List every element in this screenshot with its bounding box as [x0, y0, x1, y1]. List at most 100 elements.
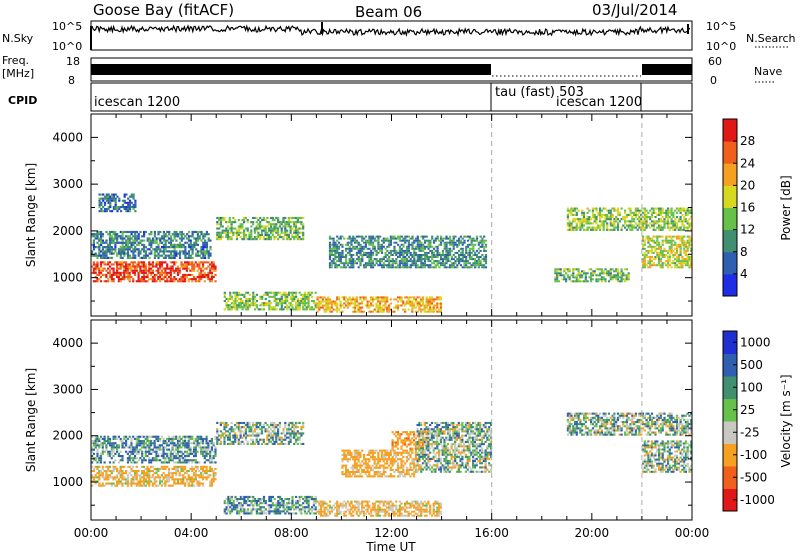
power-echo-cell — [621, 276, 623, 278]
power-echo-cell — [170, 276, 172, 278]
velocity-echo-cell — [155, 480, 157, 482]
power-echo-cell — [399, 264, 401, 266]
power-y-axis-label: Slant Range [km] — [24, 163, 38, 267]
power-echo-cell — [637, 208, 639, 210]
power-echo-cell — [653, 210, 655, 212]
velocity-echo-cell — [98, 440, 100, 442]
power-echo-cell — [358, 242, 360, 244]
power-echo-cell — [290, 230, 292, 232]
power-echo-cell — [390, 298, 392, 300]
power-echo-cell — [654, 246, 656, 248]
velocity-echo-cell — [93, 449, 95, 451]
power-echo-cell — [400, 305, 402, 307]
power-echo-cell — [120, 280, 122, 282]
power-echo-cell — [581, 210, 583, 212]
power-echo-cell — [173, 276, 175, 278]
velocity-echo-cell — [202, 468, 204, 470]
power-echo-cell — [372, 236, 374, 238]
power-echo-cell — [392, 254, 394, 256]
power-echo-cell — [247, 308, 249, 310]
power-echo-cell — [676, 264, 678, 266]
power-echo-cell — [209, 248, 211, 250]
power-echo-cell — [247, 230, 249, 232]
velocity-echo-cell — [206, 472, 208, 474]
power-echo-cell — [440, 244, 442, 246]
power-echo-cell — [123, 255, 125, 257]
velocity-echo-cell — [100, 459, 102, 461]
power-echo-cell — [204, 240, 206, 242]
velocity-echo-cell — [143, 483, 145, 485]
power-echo-cell — [277, 219, 279, 221]
power-echo-cell — [440, 307, 442, 309]
power-echo-cell — [136, 268, 138, 270]
power-echo-cell — [622, 272, 624, 274]
power-echo-cell — [617, 268, 619, 270]
power-echo-cell — [252, 221, 254, 223]
power-echo-cell — [184, 280, 186, 282]
power-echo-cell — [168, 231, 170, 233]
power-echo-cell — [642, 246, 644, 248]
velocity-echo-cell — [148, 457, 150, 459]
power-echo-cell — [106, 210, 108, 212]
velocity-echo-cell — [195, 459, 197, 461]
power-echo-cell — [662, 252, 664, 254]
power-echo-cell — [478, 258, 480, 260]
velocity-echo-cell — [154, 483, 156, 485]
power-echo-cell — [379, 236, 381, 238]
nsky-trace — [91, 22, 690, 50]
power-echo-cell — [345, 296, 347, 298]
power-echo-cell — [386, 296, 388, 298]
power-echo-cell — [98, 253, 100, 255]
power-echo-cell — [444, 264, 446, 266]
power-echo-cell — [662, 266, 664, 268]
velocity-echo-cell — [125, 442, 127, 444]
power-echo-cell — [202, 270, 204, 272]
cpid-label: CPID — [8, 94, 37, 107]
power-echo-cell — [116, 240, 118, 242]
velocity-echo-cell — [172, 485, 174, 487]
power-echo-cell — [95, 270, 97, 272]
power-echo-cell — [359, 298, 361, 300]
power-echo-cell — [453, 238, 455, 240]
velocity-echo-cell — [105, 444, 107, 446]
velocity-echo-cell — [209, 453, 211, 455]
power-echo-cell — [281, 230, 283, 232]
power-echo-cell — [651, 250, 653, 252]
power-echo-cell — [129, 263, 131, 265]
power-echo-cell — [181, 240, 183, 242]
power-echo-cell — [485, 246, 487, 248]
velocity-echo-cell — [214, 461, 216, 463]
power-echo-cell — [242, 308, 244, 310]
power-echo-cell — [442, 260, 444, 262]
velocity-echo-cell — [136, 478, 138, 480]
velocity-echo-cell — [206, 438, 208, 440]
power-echo-cell — [184, 278, 186, 280]
power-echo-cell — [617, 229, 619, 231]
power-echo-cell — [349, 252, 351, 254]
power-echo-cell — [624, 227, 626, 229]
velocity-echo-cell — [98, 476, 100, 478]
power-echo-cell — [402, 301, 404, 303]
velocity-echo-cell — [197, 451, 199, 453]
power-echo-cell — [599, 212, 601, 214]
velocity-echo-cell — [184, 485, 186, 487]
power-echo-cell — [379, 262, 381, 264]
power-echo-cell — [104, 261, 106, 263]
power-echo-cell — [565, 278, 567, 280]
velocity-echo-cell — [197, 440, 199, 442]
power-echo-cell — [113, 253, 115, 255]
power-echo-cell — [471, 256, 473, 258]
power-echo-cell — [649, 244, 651, 246]
power-echo-cell — [674, 229, 676, 231]
power-echo-cell — [481, 244, 483, 246]
power-echo-cell — [274, 296, 276, 298]
power-echo-cell — [111, 246, 113, 248]
power-echo-cell — [247, 221, 249, 223]
velocity-echo-cell — [120, 438, 122, 440]
velocity-echo-cell — [195, 470, 197, 472]
power-echo-cell — [612, 278, 614, 280]
power-echo-cell — [604, 220, 606, 222]
velocity-echo-cell — [105, 449, 107, 451]
power-echo-cell — [363, 311, 365, 313]
power-echo-cell — [621, 227, 623, 229]
